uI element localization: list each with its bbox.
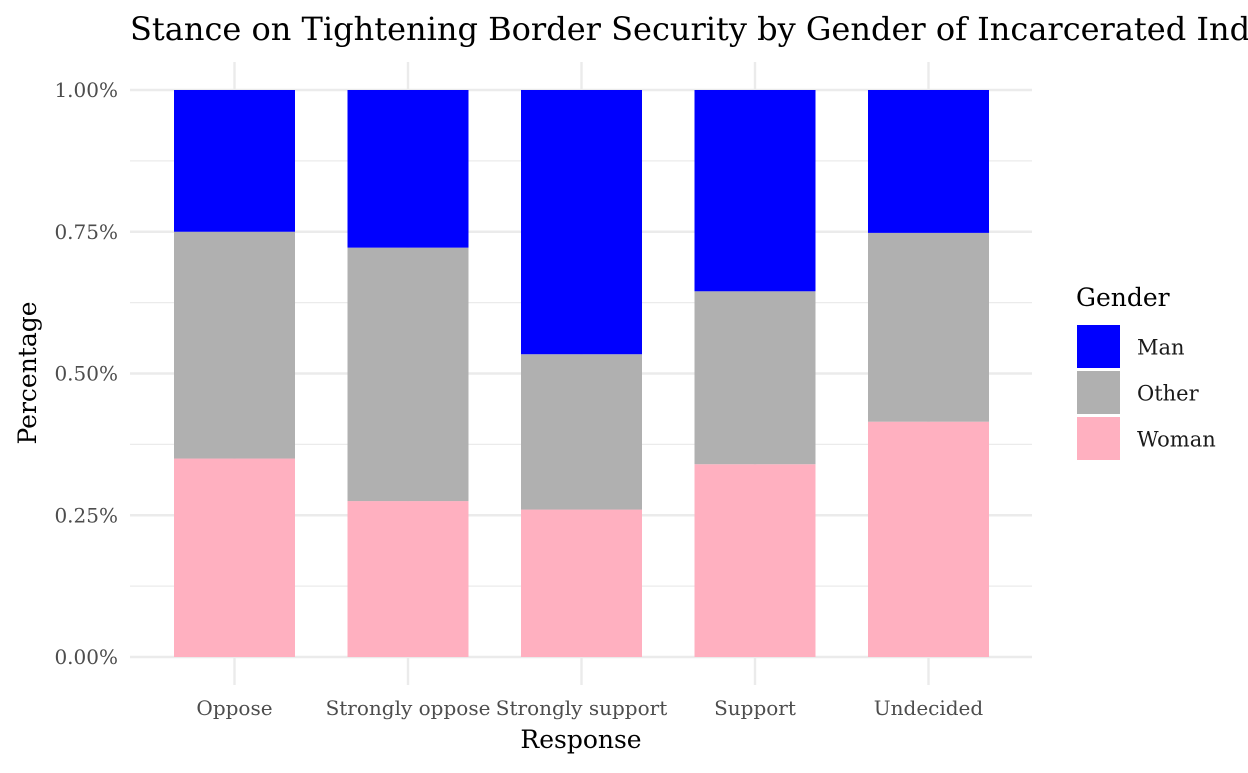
y-tick-label: 0.50% <box>54 362 118 386</box>
chart-title: Stance on Tightening Border Security by … <box>130 10 1248 48</box>
x-tick-label: Oppose <box>196 696 272 720</box>
x-tick-label: Strongly support <box>496 696 667 720</box>
bar-segment-man <box>521 90 642 355</box>
legend-key-woman <box>1077 417 1120 460</box>
bar-segment-other <box>868 232 989 422</box>
bar-segment-other <box>521 354 642 510</box>
x-tick-label: Strongly oppose <box>326 696 491 720</box>
bar-segment-woman <box>347 501 469 657</box>
legend-label-woman: Woman <box>1137 428 1216 452</box>
bars <box>174 90 989 657</box>
y-tick-labels: 0.00% 0.25% 0.50% 0.75% 1.00% <box>54 78 118 669</box>
legend-label-man: Man <box>1137 336 1185 360</box>
bar-segment-other <box>694 291 816 465</box>
y-tick-label: 0.00% <box>54 645 118 669</box>
x-tick-labels: Oppose Strongly oppose Strongly support Sup… <box>196 696 983 720</box>
bar-segment-man <box>174 90 295 232</box>
x-tick-label: Undecided <box>874 696 984 720</box>
legend-key-other <box>1077 371 1120 414</box>
y-tick-label: 0.25% <box>54 503 118 527</box>
bar-segment-woman <box>521 509 642 657</box>
y-axis-title: Percentage <box>13 301 42 444</box>
y-tick-label: 1.00% <box>54 78 118 102</box>
bar-segment-man <box>347 90 469 248</box>
x-tick-label: Support <box>714 696 796 720</box>
legend-key-man <box>1077 325 1120 368</box>
bar-segment-woman <box>868 421 989 657</box>
x-axis-title: Response <box>520 725 641 754</box>
y-tick-label: 0.75% <box>54 220 118 244</box>
bar-segment-woman <box>174 458 295 657</box>
legend-label-other: Other <box>1137 382 1200 406</box>
bar-segment-other <box>347 247 469 502</box>
bar-segment-woman <box>694 464 816 657</box>
bar-segment-man <box>868 90 989 233</box>
bar-segment-man <box>694 90 816 292</box>
legend-title: Gender <box>1076 283 1170 312</box>
legend: Gender Man Other Woman <box>1076 283 1216 460</box>
bar-segment-other <box>174 231 295 459</box>
